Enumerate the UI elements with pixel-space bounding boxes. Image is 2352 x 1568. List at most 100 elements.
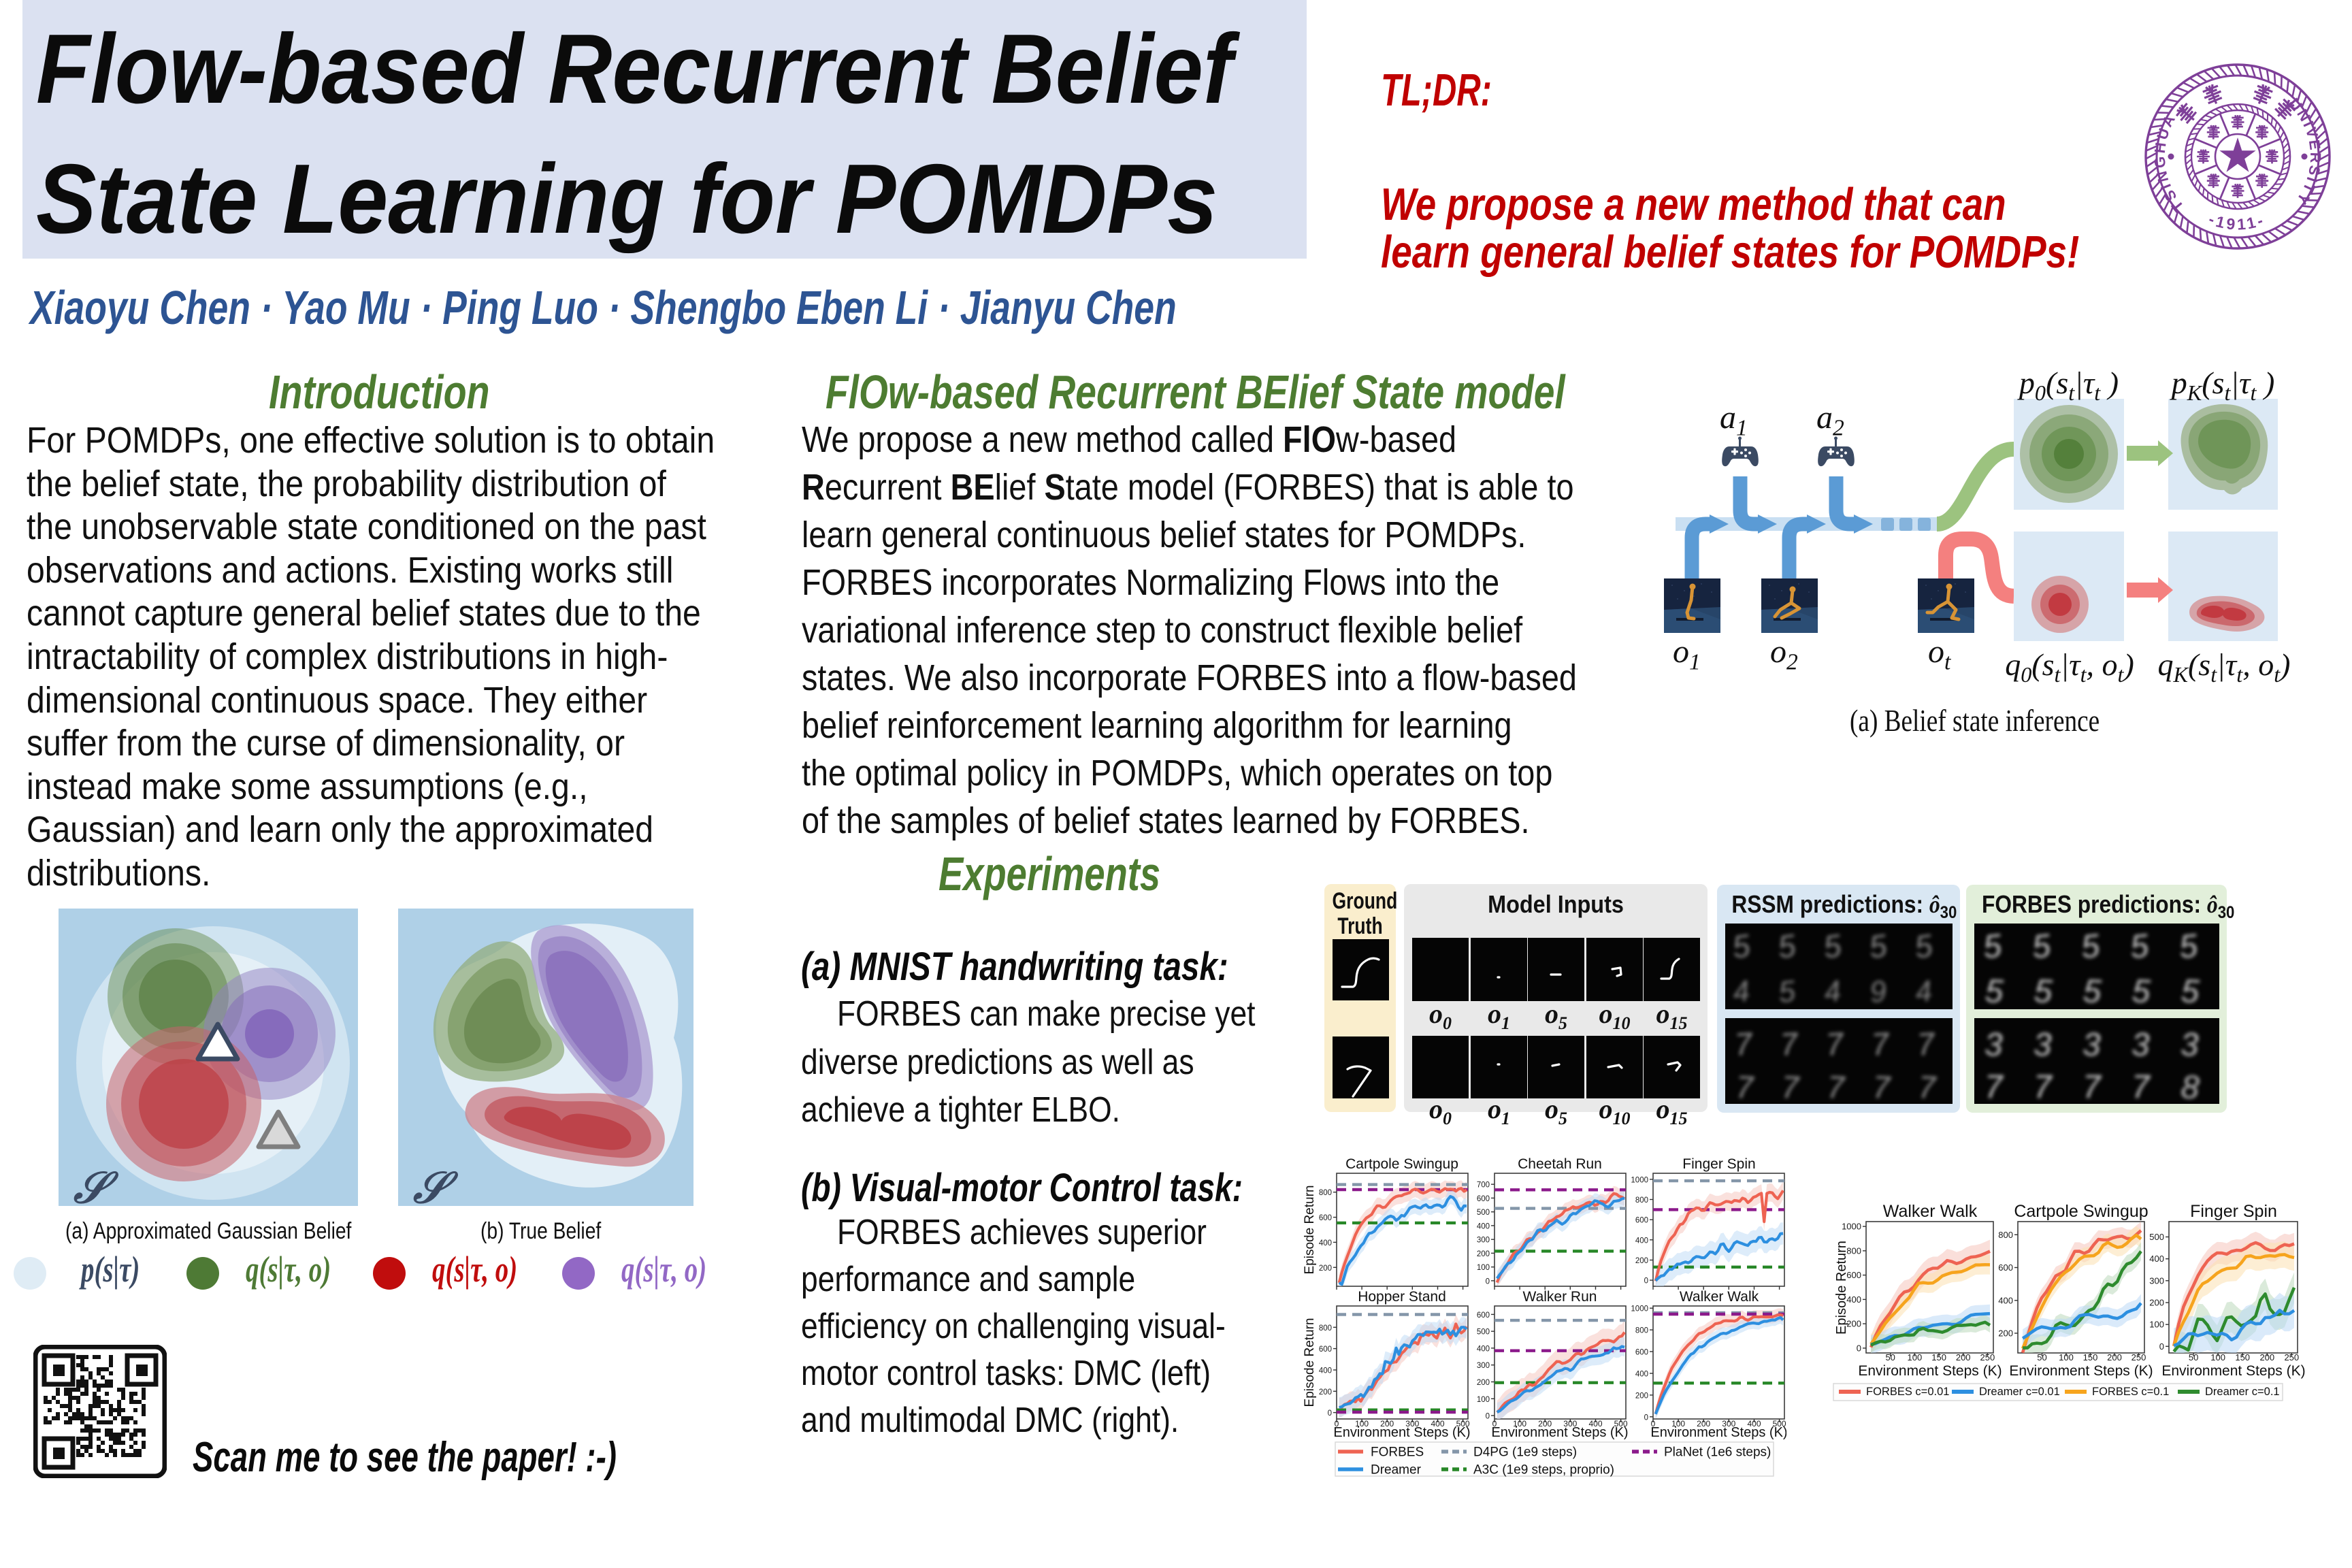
svg-text:400: 400 <box>1846 1294 1861 1305</box>
svg-text:4: 4 <box>1914 975 1933 1009</box>
svg-text:0: 0 <box>1651 1419 1656 1428</box>
svg-text:5: 5 <box>2131 973 2151 1010</box>
svg-text:7: 7 <box>2132 1069 2151 1105</box>
svg-text:800: 800 <box>1319 1189 1332 1197</box>
svg-text:200: 200 <box>1319 1388 1332 1396</box>
svg-text:3: 3 <box>2180 1027 2199 1063</box>
svg-text:FORBES c=0.01: FORBES c=0.01 <box>1866 1386 1949 1398</box>
svg-text:7: 7 <box>1870 1026 1891 1062</box>
svg-text:800: 800 <box>1998 1230 2013 1240</box>
svg-text:-1911-: -1911- <box>2206 210 2268 233</box>
svg-text:1000: 1000 <box>1631 1176 1648 1184</box>
svg-text:150: 150 <box>1931 1352 1946 1362</box>
svg-text:100: 100 <box>2059 1352 2074 1362</box>
svg-text:300: 300 <box>1722 1419 1735 1428</box>
svg-text:5: 5 <box>1982 928 2004 966</box>
svg-text:3: 3 <box>2034 1027 2052 1063</box>
svg-text:Environment Steps (K): Environment Steps (K) <box>1650 1425 1786 1440</box>
svg-text:300: 300 <box>1405 1419 1419 1428</box>
svg-text:500: 500 <box>1614 1419 1628 1428</box>
svg-text:250: 250 <box>2284 1352 2299 1362</box>
svg-text:Finger Spin: Finger Spin <box>2190 1202 2277 1221</box>
svg-text:Cartpole Swingup: Cartpole Swingup <box>1345 1156 1458 1172</box>
svg-text:700: 700 <box>1477 1181 1490 1190</box>
svg-text:3: 3 <box>2132 1027 2150 1063</box>
svg-text:8: 8 <box>2180 1069 2200 1106</box>
svg-text:7: 7 <box>1827 1069 1846 1105</box>
svg-text:Environment Steps (K): Environment Steps (K) <box>1491 1425 1628 1440</box>
svg-text:5: 5 <box>2178 928 2200 966</box>
svg-text:500: 500 <box>1773 1419 1786 1428</box>
svg-text:5: 5 <box>2033 973 2053 1010</box>
svg-text:200: 200 <box>1635 1392 1648 1400</box>
svg-text:0: 0 <box>1492 1419 1497 1428</box>
svg-text:200: 200 <box>2149 1298 2164 1308</box>
svg-text:300: 300 <box>1477 1362 1490 1370</box>
svg-text:50: 50 <box>2189 1352 2198 1362</box>
svg-text:400: 400 <box>1635 1237 1648 1245</box>
svg-text:600: 600 <box>1635 1349 1648 1357</box>
svg-text:0: 0 <box>1328 1409 1332 1418</box>
svg-text:400: 400 <box>1635 1371 1648 1379</box>
svg-text:600: 600 <box>1477 1311 1490 1320</box>
svg-text:7: 7 <box>2034 1069 2053 1105</box>
svg-text:0: 0 <box>1644 1277 1648 1286</box>
svg-text:Dreamer: Dreamer <box>1371 1463 1422 1477</box>
svg-text:200: 200 <box>1538 1419 1552 1428</box>
svg-text:0: 0 <box>1335 1419 1339 1428</box>
svg-text:1000: 1000 <box>1842 1222 1861 1232</box>
svg-text:800: 800 <box>1635 1196 1648 1205</box>
svg-text:250: 250 <box>2132 1352 2146 1362</box>
svg-text:400: 400 <box>1477 1345 1490 1353</box>
svg-text:5: 5 <box>1984 973 2004 1010</box>
svg-text:400: 400 <box>1431 1419 1444 1428</box>
svg-text:100: 100 <box>2149 1320 2164 1330</box>
svg-text:100: 100 <box>1513 1419 1526 1428</box>
svg-text:400: 400 <box>1588 1419 1602 1428</box>
svg-text:250: 250 <box>1980 1352 1995 1362</box>
svg-text:200: 200 <box>1380 1419 1394 1428</box>
svg-text:Walker Walk: Walker Walk <box>1680 1289 1759 1305</box>
svg-text:7: 7 <box>1733 1026 1754 1062</box>
svg-text:1000: 1000 <box>1631 1305 1648 1313</box>
svg-text:0: 0 <box>2159 1341 2164 1352</box>
svg-text:Environment Steps (K): Environment Steps (K) <box>1858 1363 2002 1379</box>
svg-text:100: 100 <box>1671 1419 1685 1428</box>
svg-text:600: 600 <box>1998 1262 2013 1273</box>
svg-text:200: 200 <box>1477 1250 1490 1258</box>
svg-text:5: 5 <box>2129 928 2151 966</box>
svg-text:7: 7 <box>1872 1069 1892 1105</box>
svg-text:7: 7 <box>1916 1026 1937 1062</box>
svg-text:150: 150 <box>2083 1352 2098 1362</box>
svg-text:4: 4 <box>1823 975 1842 1009</box>
svg-text:5: 5 <box>2180 973 2200 1010</box>
svg-text:200: 200 <box>1477 1379 1490 1387</box>
svg-text:D4PG (1e9 steps): D4PG (1e9 steps) <box>1473 1446 1577 1460</box>
svg-text:7: 7 <box>1825 1026 1846 1062</box>
svg-text:600: 600 <box>1846 1270 1861 1280</box>
svg-text:3: 3 <box>2082 1027 2101 1063</box>
svg-text:PlaNet (1e6 steps): PlaNet (1e6 steps) <box>1664 1446 1771 1460</box>
svg-text:500: 500 <box>2149 1232 2164 1242</box>
svg-text:5: 5 <box>1777 975 1797 1009</box>
svg-text:4: 4 <box>1731 975 1751 1009</box>
svg-text:0: 0 <box>1486 1413 1490 1421</box>
svg-text:200: 200 <box>1956 1352 1971 1362</box>
svg-text:200: 200 <box>1697 1419 1710 1428</box>
svg-text:400: 400 <box>1747 1419 1761 1428</box>
svg-text:500: 500 <box>1477 1328 1490 1337</box>
svg-text:800: 800 <box>1319 1324 1332 1333</box>
svg-text:0: 0 <box>1644 1414 1648 1422</box>
svg-text:400: 400 <box>1998 1295 2013 1305</box>
svg-text:Environment Steps (K): Environment Steps (K) <box>1333 1425 1470 1440</box>
svg-text:200: 200 <box>2107 1352 2122 1362</box>
svg-text:50: 50 <box>2037 1352 2046 1362</box>
svg-text:3: 3 <box>1984 1027 2003 1063</box>
svg-text:100: 100 <box>2210 1352 2225 1362</box>
svg-text:FORBES: FORBES <box>1371 1446 1424 1460</box>
svg-text:Hopper Stand: Hopper Stand <box>1358 1289 1446 1305</box>
svg-text:Episode Return: Episode Return <box>1303 1318 1317 1407</box>
svg-text:600: 600 <box>1319 1345 1332 1354</box>
svg-text:0: 0 <box>1857 1343 1861 1353</box>
svg-text:300: 300 <box>1477 1237 1490 1245</box>
